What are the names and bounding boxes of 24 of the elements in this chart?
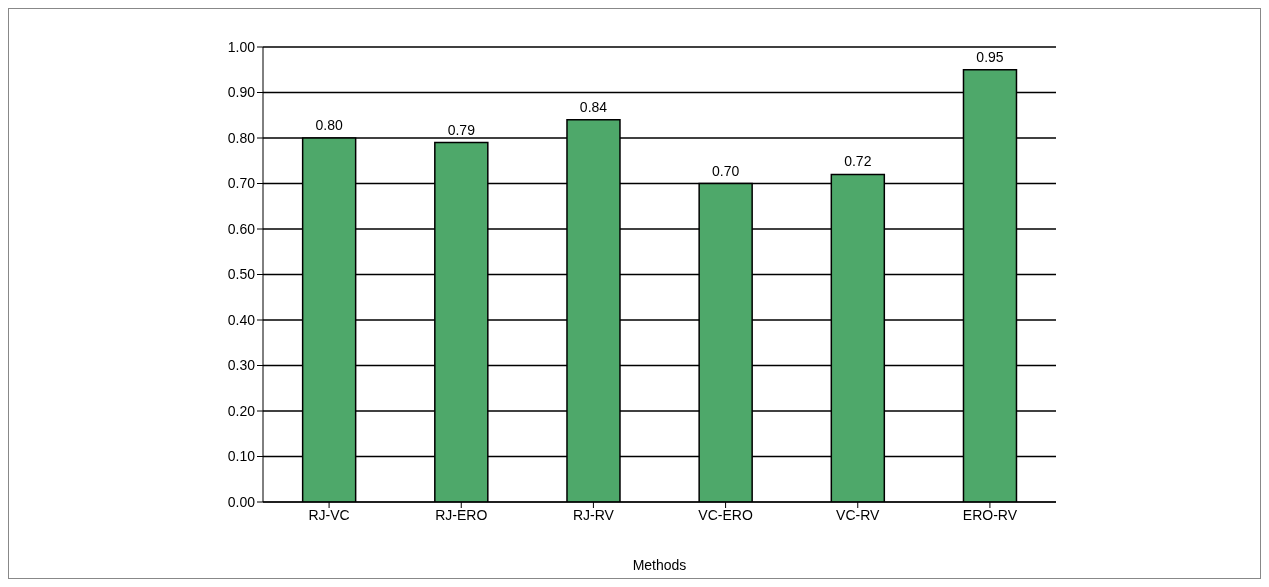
data-label: 0.95 [976,48,1004,65]
data-label: 0.70 [712,162,740,179]
y-tick-label: 0.90 [227,84,256,101]
y-tick-label: 0.60 [227,220,256,237]
data-label: 0.80 [315,117,343,133]
y-tick-label: 0.40 [227,311,256,328]
y-tick-label: 0.80 [227,129,256,146]
y-tick-label: 0.70 [227,175,256,192]
data-label: 0.72 [844,153,872,170]
x-tick-label: RJ-ERO [435,506,488,523]
x-tick-label: RJ-RV [572,506,615,523]
y-tick-label: 0.30 [227,357,256,374]
x-tick-label: ERO-RV [962,506,1018,523]
y-tick-label: 0.10 [227,448,256,465]
x-tick-label: RJ-VC [308,506,350,523]
data-label: 0.84 [579,98,608,115]
y-tick-label: 1.00 [227,38,256,55]
y-tick-label: 0.00 [227,493,256,510]
x-tick-label: VC-ERO [698,506,753,523]
y-tick-label: 0.50 [227,266,256,283]
x-tick-label: VC-RV [836,506,881,523]
y-tick-label: 0.20 [227,402,256,419]
data-label: 0.79 [447,121,476,138]
x-axis-title: Methods [632,557,687,573]
